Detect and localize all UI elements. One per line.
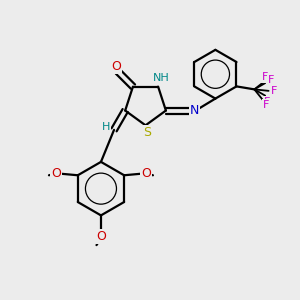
Text: F: F [268,75,274,85]
Text: F: F [262,72,268,82]
Text: N: N [190,104,200,117]
Text: F: F [263,97,270,106]
Text: F: F [271,86,277,96]
Text: H: H [101,122,110,133]
Text: S: S [143,126,151,139]
Text: O: O [96,230,106,243]
Text: NH: NH [153,73,169,83]
Text: O: O [111,60,121,73]
Text: O: O [141,167,151,180]
Text: F: F [263,100,269,110]
Text: O: O [51,167,61,180]
